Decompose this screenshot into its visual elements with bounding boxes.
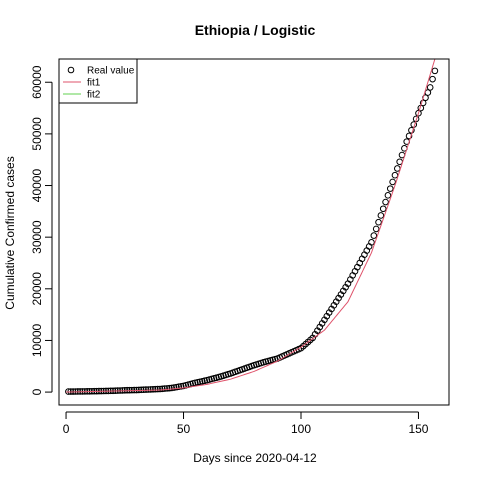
real-value-point	[394, 165, 401, 172]
y-tick-label: 20000	[30, 272, 44, 306]
real-value-point	[379, 205, 387, 213]
fit-lines	[66, 58, 436, 393]
y-axis-label: Cumulative Confirmed cases	[3, 156, 17, 309]
legend-label-fit2: fit2	[87, 90, 101, 101]
x-axis-label: Days since 2020-04-12	[193, 451, 317, 465]
real-value-point	[137, 386, 145, 394]
real-value-point	[382, 198, 389, 206]
legend-label-real-value: Real value	[87, 66, 135, 77]
real-value-point	[149, 386, 157, 393]
real-value-point	[386, 185, 394, 192]
real-value-point	[177, 383, 185, 390]
real-value-point	[377, 212, 385, 219]
real-value-point	[415, 109, 422, 117]
real-value-points	[65, 67, 439, 395]
real-value-point	[429, 75, 436, 83]
legend: Real value fit1 fit2	[58, 58, 138, 104]
real-value-point	[408, 126, 415, 134]
y-tick-label: 10000	[30, 323, 44, 357]
real-value-point	[175, 383, 183, 391]
real-value-point	[166, 384, 173, 392]
real-value-point	[173, 383, 180, 391]
legend-box	[58, 58, 138, 104]
real-value-point	[391, 171, 399, 179]
fit1-line	[66, 58, 436, 393]
real-value-point	[372, 225, 380, 233]
real-value-point	[419, 99, 427, 107]
x-tick-label: 150	[408, 422, 428, 436]
real-value-point	[144, 386, 152, 393]
real-value-point	[156, 385, 164, 393]
real-value-point	[375, 218, 382, 226]
real-value-point	[170, 384, 178, 391]
real-value-point	[161, 385, 169, 392]
real-value-point	[147, 386, 154, 393]
real-value-point	[152, 385, 159, 393]
y-tick-label: 60000	[30, 65, 44, 99]
real-value-point	[370, 232, 378, 239]
y-tick-label: 0	[30, 388, 44, 395]
real-value-point	[368, 239, 375, 246]
real-value-point	[168, 384, 176, 392]
y-tick-label: 50000	[30, 117, 44, 151]
x-tick-label: 0	[63, 422, 70, 436]
plot-frame	[58, 58, 450, 406]
x-tick-label: 100	[291, 422, 311, 436]
real-value-point	[140, 386, 147, 394]
legend-label-fit1: fit1	[87, 78, 101, 89]
real-value-point	[154, 385, 161, 393]
real-value-point	[426, 84, 434, 91]
y-tick-label: 30000	[30, 220, 44, 254]
real-value-point	[159, 385, 166, 393]
y-tick-label: 40000	[30, 169, 44, 203]
real-value-point	[431, 67, 439, 75]
real-value-point	[142, 386, 150, 393]
x-axis: 0 50 100 150	[63, 411, 429, 436]
y-axis: 0 10000 20000 30000 40000 50000 60000	[30, 65, 53, 395]
real-value-point	[135, 386, 143, 394]
chart-title: Ethiopia / Logistic	[195, 22, 316, 38]
legend-point-icon	[67, 66, 75, 74]
real-value-point	[384, 192, 392, 199]
real-value-point	[163, 385, 171, 392]
real-value-point	[405, 132, 413, 140]
real-value-point	[389, 178, 396, 186]
x-tick-label: 50	[177, 422, 191, 436]
